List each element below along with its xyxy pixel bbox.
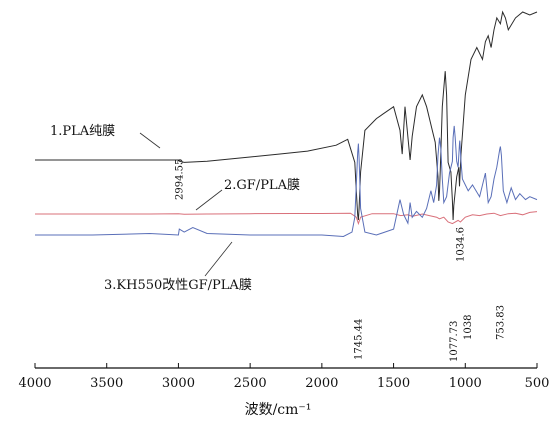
series-line-3 [35,125,538,238]
peak-label-5: 1038 [463,315,474,340]
x-ticks: 4000 3500 3000 2500 2000 1500 1000 500 [18,363,549,391]
series-label-leader-3 [204,241,233,277]
x-tick-label-500: 500 [525,376,550,391]
series-line-2 [35,211,538,226]
peak-label-3: 1077.73 [449,321,460,362]
x-axis-label: 波数/cm⁻¹ [245,402,312,418]
series-label-1: 1.PLA纯膜 [50,124,115,139]
series-label-3: 3.KH550改性GF/PLA膜 [104,278,252,293]
series-label-leader-2 [195,189,223,211]
series-layer [35,10,538,238]
peak-label-1: 2994.55 [174,159,185,200]
peak-label-4: 1034.6 [455,227,466,262]
x-tick-label-3000: 3000 [162,376,195,391]
x-tick-label-2500: 2500 [234,376,267,391]
peak-label-6: 753.83 [496,305,507,340]
series-label-leader-1 [139,132,161,149]
x-tick-label-1500: 1500 [377,376,410,391]
x-tick-label-2000: 2000 [305,376,338,391]
x-tick-label-4000: 4000 [18,376,51,391]
annotation-layer: 1.PLA纯膜 2.GF/PLA膜 3.KH550改性GF/PLA膜 2994.55 1… [50,124,507,362]
x-tick-label-3500: 3500 [90,376,123,391]
series-line-1 [35,10,538,221]
x-tick-label-1000: 1000 [449,376,482,391]
series-label-2: 2.GF/PLA膜 [224,178,300,193]
peak-label-2: 1745.44 [353,319,364,360]
